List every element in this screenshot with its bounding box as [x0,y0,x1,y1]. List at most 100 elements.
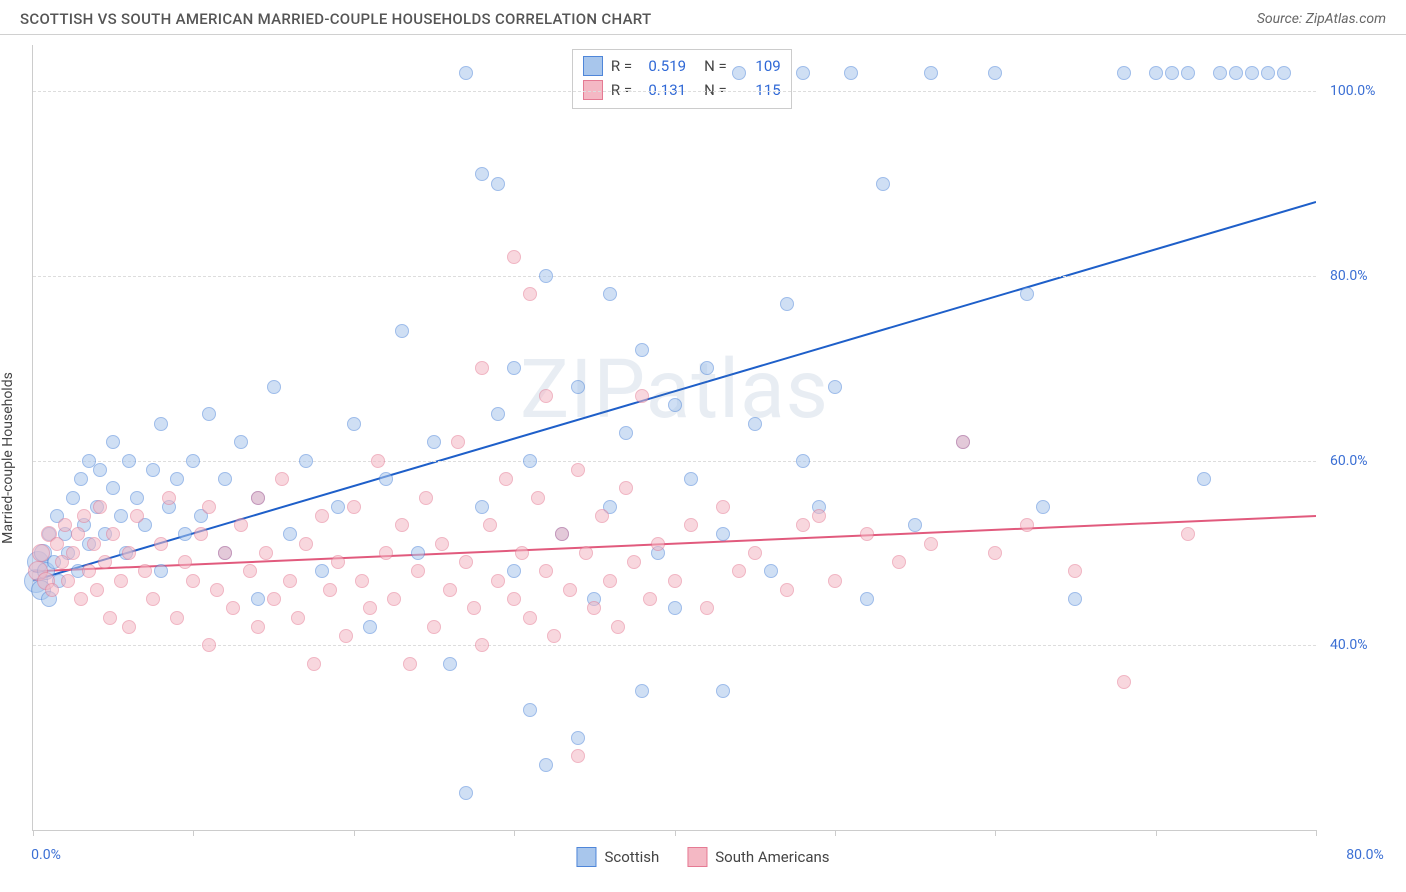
x-tick-label: 0.0% [31,847,61,863]
legend-swatch [583,80,603,100]
data-point [844,66,858,80]
data-point [619,426,633,440]
data-point [828,574,842,588]
stat-label-n: N = [704,78,727,102]
data-point [1020,287,1034,301]
data-point [1245,66,1259,80]
data-point [106,527,120,541]
data-point [579,546,593,560]
trend-lines [33,45,1316,830]
plot-region: ZIPatlas R =0.519N =109R =0.131N =115 40… [32,45,1316,831]
x-tick-mark [995,830,996,836]
data-point [563,583,577,597]
data-point [71,527,85,541]
data-point [796,454,810,468]
data-point [796,66,810,80]
data-point [1229,66,1243,80]
data-point [635,684,649,698]
data-point [523,454,537,468]
data-point [427,435,441,449]
stats-legend-box: R =0.519N =109R =0.131N =115 [572,49,792,109]
data-point [1117,675,1131,689]
data-point [251,491,265,505]
x-tick-mark [514,830,515,836]
data-point [684,518,698,532]
x-tick-mark [1156,830,1157,836]
data-point [226,601,240,615]
data-point [122,454,136,468]
data-point [539,564,553,578]
data-point [82,564,96,578]
data-point [93,500,107,514]
data-point [668,574,682,588]
data-point [103,611,117,625]
data-point [1068,564,1082,578]
stats-row: R =0.131N =115 [583,78,781,102]
data-point [331,500,345,514]
data-point [1020,518,1034,532]
data-point [668,601,682,615]
stat-value-n: 115 [735,78,781,102]
legend-swatch [583,56,603,76]
data-point [77,509,91,523]
data-point [66,491,80,505]
data-point [603,574,617,588]
data-point [74,472,88,486]
data-point [1181,527,1195,541]
data-point [411,546,425,560]
x-tick-label: 80.0% [1346,847,1384,863]
data-point [924,537,938,551]
data-point [403,657,417,671]
data-point [114,574,128,588]
x-tick-mark [33,830,34,836]
data-point [1036,500,1050,514]
data-point [523,703,537,717]
data-point [684,472,698,486]
data-point [283,574,297,588]
data-point [643,592,657,606]
x-tick-mark [354,830,355,836]
data-point [259,546,273,560]
data-point [908,518,922,532]
data-point [66,546,80,560]
data-point [251,620,265,634]
data-point [146,463,160,477]
bottom-legend: ScottishSouth Americans [576,847,829,867]
data-point [1181,66,1195,80]
data-point [243,564,257,578]
data-point [611,620,625,634]
data-point [315,564,329,578]
data-point [347,417,361,431]
data-point [58,518,72,532]
data-point [732,66,746,80]
data-point [924,66,938,80]
data-point [154,564,168,578]
data-point [748,417,762,431]
data-point [451,435,465,449]
y-tick-label: 80.0% [1330,268,1368,284]
legend-item: Scottish [576,847,659,867]
y-tick-label: 60.0% [1330,453,1368,469]
data-point [122,546,136,560]
data-point [515,546,529,560]
data-point [130,491,144,505]
legend-swatch [687,847,707,867]
data-point [780,583,794,597]
data-point [291,611,305,625]
stat-label-r: R = [611,78,632,102]
data-point [619,481,633,495]
data-point [716,527,730,541]
stat-label-r: R = [611,54,632,78]
data-point [555,527,569,541]
data-point [828,380,842,394]
data-point [716,500,730,514]
data-point [507,361,521,375]
data-point [988,546,1002,560]
data-point [218,472,232,486]
y-tick-label: 100.0% [1330,83,1375,99]
data-point [539,758,553,772]
data-point [170,611,184,625]
data-point [251,592,265,606]
data-point [339,629,353,643]
data-point [138,564,152,578]
